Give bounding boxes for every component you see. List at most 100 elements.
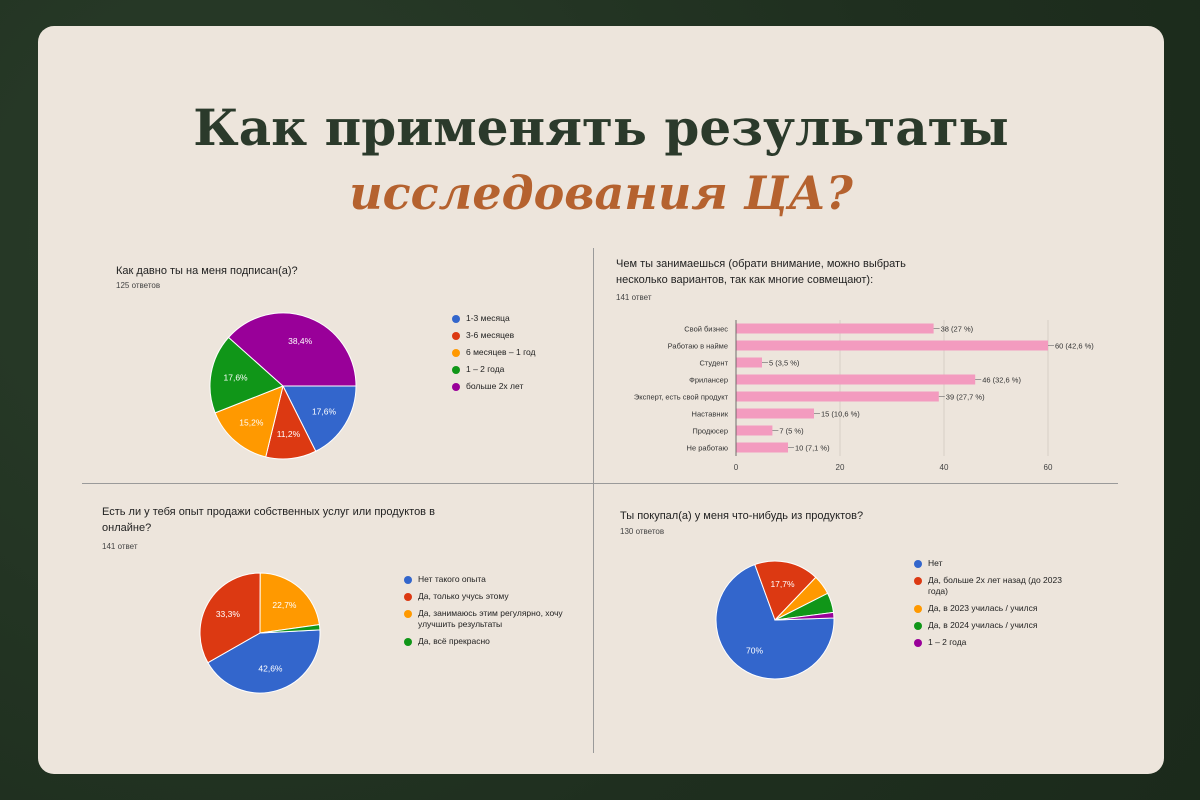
chart2-category-label: Продюсер	[692, 427, 728, 436]
chart4-legend-swatch	[914, 639, 922, 647]
chart1-count: 125 ответов	[116, 281, 161, 290]
chart3-legend-item: Нет такого опыта	[404, 574, 564, 585]
chart1-title: Как давно ты на меня подписан(а)?	[116, 265, 298, 277]
page-subtitle: исследования ЦА?	[349, 166, 853, 220]
chart1-slice-2	[214, 385, 284, 458]
chart3-count: 141 ответ	[102, 542, 138, 551]
divider-horizontal	[82, 483, 1118, 484]
chart2-category-label: Наставник	[692, 410, 729, 419]
chart4-legend-swatch	[914, 577, 922, 585]
chart3-slice-2	[259, 572, 320, 634]
chart2-value-label: 60 (42,6 %)	[1055, 342, 1094, 351]
chart2-tick-label: 20	[836, 463, 845, 470]
chart2-bar	[736, 374, 976, 385]
chart1-slice-label-4: 38,4%	[288, 336, 313, 346]
chart2-bar	[736, 323, 934, 334]
chart2-category-label: Работаю в найме	[668, 342, 728, 351]
chart2-title: Чем ты занимаешься (обрати внимание, мож…	[616, 258, 906, 286]
chart3-slice-3	[259, 624, 321, 634]
chart2-category-label: Не работаю	[687, 444, 729, 453]
chart3-slice-label-2: 22,7%	[272, 600, 297, 610]
chart1-legend-item: 3-6 месяцев	[452, 330, 572, 341]
chart4-slice-4	[774, 611, 835, 621]
divider-vertical	[593, 248, 594, 753]
chart2-category-label: Эксперт, есть свой продукт	[634, 393, 729, 402]
chart4-legend-swatch	[914, 605, 922, 613]
chart4-slice-0	[715, 563, 835, 680]
chart2-bar	[736, 408, 814, 419]
chart1-legend-label: 1 – 2 года	[466, 364, 505, 374]
chart2-tick-label: 0	[734, 463, 739, 470]
chart3-slice-label-1: 33,3%	[216, 609, 241, 619]
chart3-slice-1	[199, 572, 261, 664]
chart1-slice-label-0: 17,6%	[312, 406, 337, 416]
chart3-title: Есть ли у тебя опыт продажи собственных …	[102, 506, 435, 534]
chart3-legend: Нет такого опыта Да, только учусь этому Да…	[404, 574, 564, 653]
chart1-slice-label-2: 15,2%	[239, 417, 264, 427]
chart1-legend-item: 6 месяцев – 1 год	[452, 347, 572, 358]
chart2-bar	[736, 391, 939, 402]
chart4-legend-swatch	[914, 622, 922, 630]
page-title: Как применять результаты	[193, 98, 1009, 157]
chart1-legend-swatch	[452, 332, 460, 340]
chart2-bar: 0 20 40 60 Свой бизнес 38 (27 %) Работаю в най…	[634, 320, 1094, 470]
chart2-category-label: Студент	[699, 359, 728, 368]
chart2-bar	[736, 357, 762, 368]
chart1-legend-swatch	[452, 366, 460, 374]
chart2-value-label: 38 (27 %)	[941, 325, 974, 334]
chart3-legend-item: Да, занимаюсь этим регулярно, хочу улучш…	[404, 608, 564, 630]
chart4-slice-label-0: 70%	[746, 645, 763, 655]
chart1-slice-label-1: 11,2%	[277, 429, 301, 439]
chart1-slice-4	[227, 312, 357, 387]
chart3-legend-swatch	[404, 638, 412, 646]
chart1-legend-swatch	[452, 383, 460, 391]
chart1-legend-swatch	[452, 349, 460, 357]
chart2-category-label: Фрилансер	[689, 376, 728, 385]
chart1-legend-item: 1 – 2 года	[452, 364, 572, 375]
chart3-legend-label: Нет такого опыта	[418, 574, 486, 584]
chart4-legend-label: 1 – 2 года	[928, 637, 967, 647]
chart1-legend-label: 6 месяцев – 1 год	[466, 347, 536, 357]
chart2-category-label: Свой бизнес	[684, 325, 728, 334]
chart3-legend-swatch	[404, 593, 412, 601]
chart1-slice-0	[282, 385, 357, 452]
chart1-pie: 17,6% 11,2% 15,2% 17,6% 38,4%	[209, 312, 357, 460]
chart3-legend-label: Да, только учусь этому	[418, 591, 509, 601]
chart4-legend-item: Да, больше 2х лет назад (до 2023 года)	[914, 575, 1064, 597]
chart2-value-label: 15 (10,6 %)	[821, 410, 860, 419]
chart2-tick-label: 60	[1044, 463, 1053, 470]
chart4-legend-item: Да, в 2024 училась / учился	[914, 620, 1064, 631]
chart4-legend-item: Нет	[914, 558, 1064, 569]
chart1-legend-item: больше 2х лет	[452, 381, 572, 392]
chart3-legend-label: Да, всё прекрасно	[418, 636, 490, 646]
chart3-legend-swatch	[404, 576, 412, 584]
chart4-legend-label: Нет	[928, 558, 943, 568]
chart3-pie: 42,6% 33,3% 22,7%	[199, 572, 321, 694]
chart1-slice-3	[209, 336, 284, 414]
chart4-count: 130 ответов	[620, 527, 665, 536]
chart3-legend-label: Да, занимаюсь этим регулярно, хочу улучш…	[418, 608, 563, 629]
chart4-legend-label: Да, в 2023 училась / учился	[928, 603, 1038, 613]
chart1-legend-label: 3-6 месяцев	[466, 330, 515, 340]
chart2-count: 141 ответ	[616, 293, 652, 302]
chart2-bar	[736, 425, 773, 436]
chart2-value-label: 39 (27,7 %)	[946, 393, 985, 402]
chart4-pie: 70% 17,7%	[715, 560, 835, 680]
chart1-legend: 1-3 месяца 3-6 месяцев 6 месяцев – 1 год 1 …	[452, 313, 572, 398]
chart4-legend-item: Да, в 2023 училась / учился	[914, 603, 1064, 614]
chart3-legend-item: Да, только учусь этому	[404, 591, 564, 602]
chart1-legend-label: 1-3 месяца	[466, 313, 510, 323]
chart2-bar	[736, 340, 1048, 351]
chart2-value-label: 5 (3,5 %)	[769, 359, 800, 368]
chart4-legend-item: 1 – 2 года	[914, 637, 1064, 648]
chart2-value-label: 10 (7,1 %)	[795, 444, 830, 453]
chart2-value-label: 46 (32,6 %)	[982, 376, 1021, 385]
chart4-legend-label: Да, больше 2х лет назад (до 2023 года)	[928, 575, 1062, 596]
chart2-value-label: 7 (5 %)	[779, 427, 804, 436]
chart4-slice-label-1: 17,7%	[770, 579, 795, 589]
chart2-bar	[736, 442, 788, 453]
chart4-slice-1	[754, 560, 817, 621]
chart1-slice-label-3: 17,6%	[224, 373, 249, 383]
card: Как применять результаты исследования ЦА…	[38, 26, 1164, 774]
chart4-legend: Нет Да, больше 2х лет назад (до 2023 года…	[914, 558, 1064, 654]
